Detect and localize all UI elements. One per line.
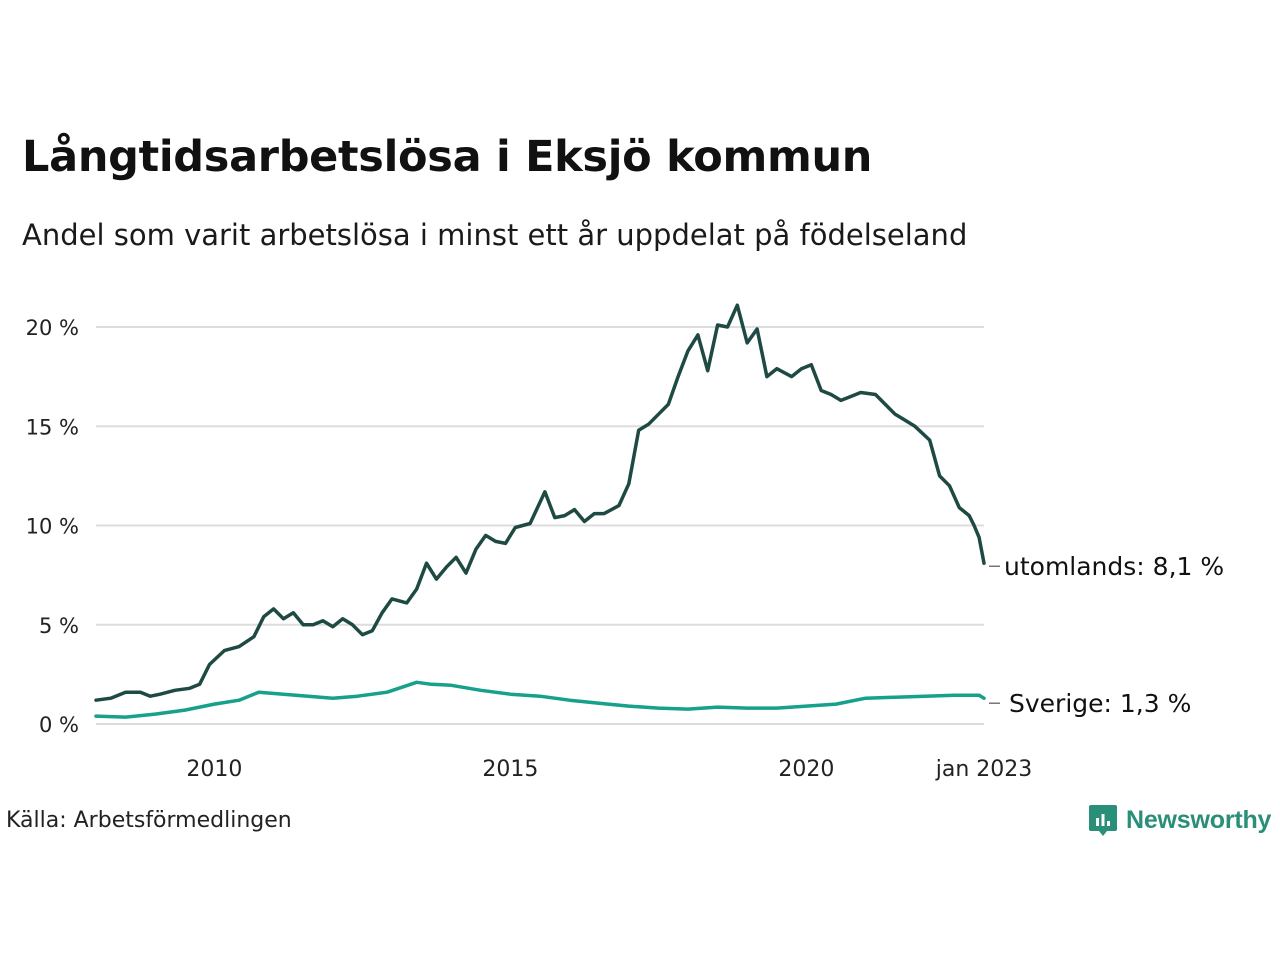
source-note: Källa: Arbetsförmedlingen — [6, 808, 292, 833]
chart-subtitle: Andel som varit arbetslösa i minst ett å… — [22, 218, 968, 252]
y-axis-ticks: 0 % 5 % 10 % 15 % 20 % — [26, 316, 79, 737]
series-lines — [94, 303, 986, 719]
series-line-utomlands — [94, 303, 986, 702]
y-tick-label: 20 % — [26, 316, 79, 340]
y-tick-label: 5 % — [39, 614, 79, 638]
series-end-labels: utomlands: 8,1 % Sverige: 1,3 % — [989, 552, 1224, 718]
gridlines — [96, 326, 984, 725]
y-tick-label: 10 % — [26, 515, 79, 539]
x-tick-label: jan 2023 — [935, 757, 1033, 782]
end-label-sverige: Sverige: 1,3 % — [1009, 689, 1191, 718]
y-tick-label: 0 % — [39, 713, 79, 737]
end-label-utomlands: utomlands: 8,1 % — [1004, 552, 1224, 581]
x-tick-label: 2015 — [482, 757, 538, 782]
y-tick-label: 15 % — [26, 415, 79, 439]
x-tick-label: 2010 — [186, 757, 242, 782]
x-axis-ticks: 2010 2015 2020 jan 2023 — [186, 757, 1032, 782]
brand-name: Newsworthy — [1126, 805, 1272, 834]
x-tick-label: 2020 — [778, 757, 834, 782]
chart-title: Långtidsarbetslösa i Eksjö kommun — [22, 132, 873, 182]
brand-logo: Newsworthy — [1088, 803, 1271, 837]
newsworthy-logo-icon — [1089, 805, 1117, 836]
series-line-sverige — [94, 680, 986, 719]
